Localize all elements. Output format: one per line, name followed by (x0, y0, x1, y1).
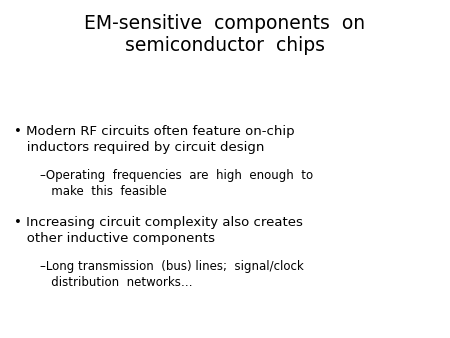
Text: • Modern RF circuits often feature on-chip
   inductors required by circuit desi: • Modern RF circuits often feature on-ch… (14, 125, 294, 154)
Text: –Operating  frequencies  are  high  enough  to
   make  this  feasible: –Operating frequencies are high enough t… (40, 169, 314, 198)
Text: EM-sensitive  components  on
semiconductor  chips: EM-sensitive components on semiconductor… (85, 14, 365, 55)
Text: –Long transmission  (bus) lines;  signal/clock
   distribution  networks…: –Long transmission (bus) lines; signal/c… (40, 260, 304, 289)
Text: • Increasing circuit complexity also creates
   other inductive components: • Increasing circuit complexity also cre… (14, 216, 302, 245)
